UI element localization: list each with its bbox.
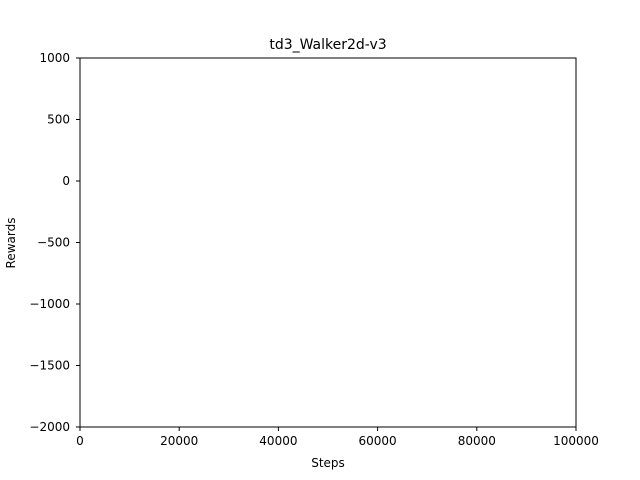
- x-tick-label: 80000: [458, 434, 496, 448]
- y-tick-label: −1500: [29, 359, 70, 373]
- x-axis-label: Steps: [311, 456, 345, 470]
- x-tick-label: 100000: [553, 434, 599, 448]
- x-tick-label: 0: [76, 434, 84, 448]
- y-axis: −2000 −1500 −1000 −500 0 500 1000: [29, 51, 80, 434]
- x-axis: 0 20000 40000 60000 80000 100000: [76, 427, 599, 448]
- x-tick-label: 60000: [359, 434, 397, 448]
- x-tick-label: 40000: [259, 434, 297, 448]
- y-tick-label: 500: [47, 113, 70, 127]
- plot-area: [79, 57, 577, 428]
- y-tick-label: 1000: [39, 51, 70, 65]
- y-axis-label: Rewards: [4, 218, 18, 269]
- y-tick-label: −1000: [29, 297, 70, 311]
- x-tick-label: 20000: [160, 434, 198, 448]
- y-tick-label: −500: [37, 236, 70, 250]
- y-tick-label: −2000: [29, 420, 70, 434]
- chart-title: td3_Walker2d-v3: [269, 37, 386, 53]
- y-tick-label: 0: [62, 174, 70, 188]
